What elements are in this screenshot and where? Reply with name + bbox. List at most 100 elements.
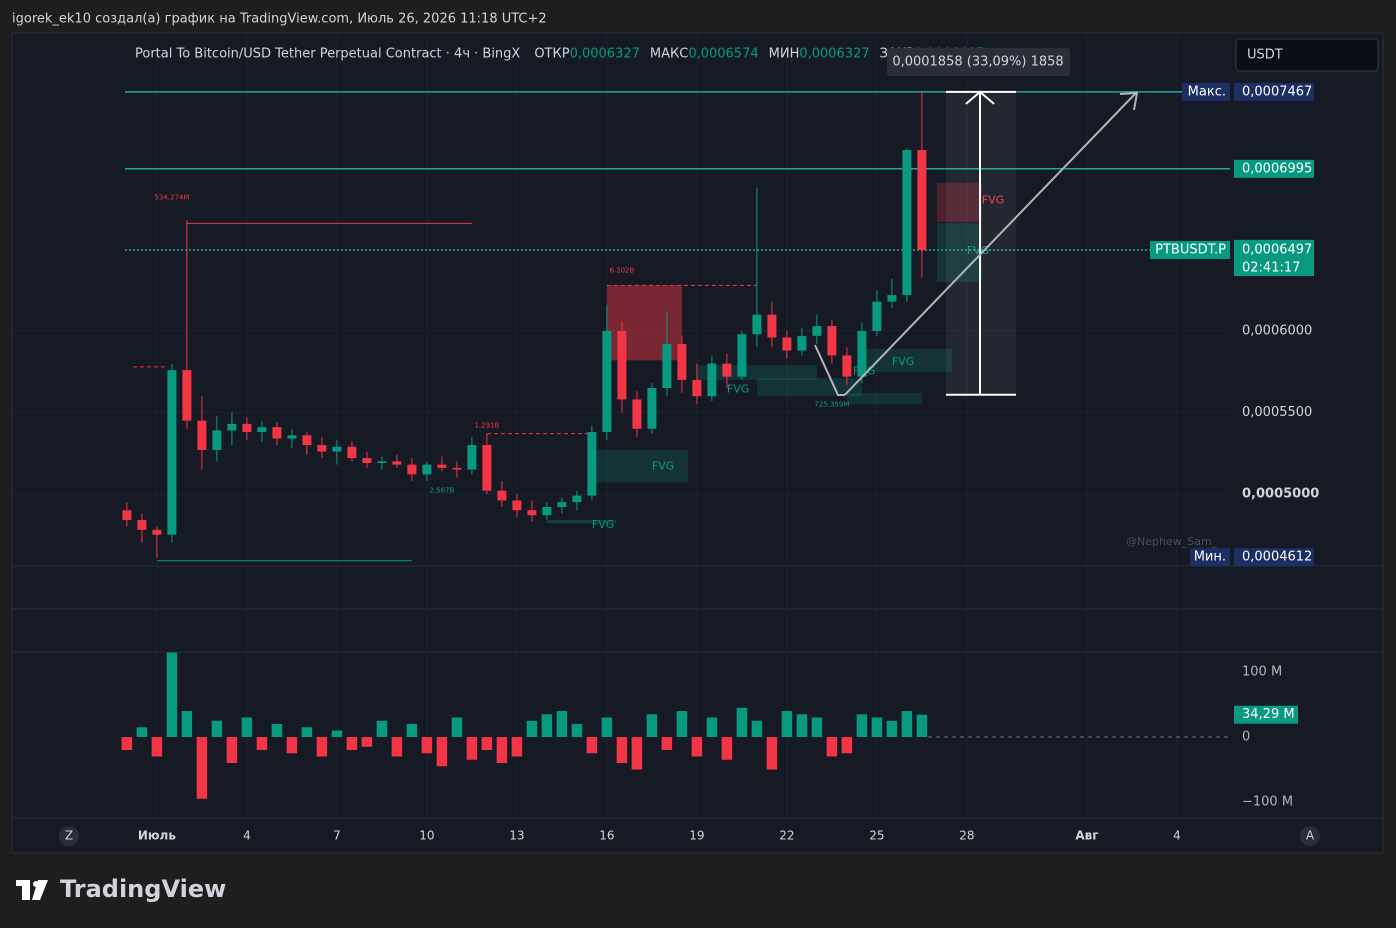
- volume-bar: [556, 711, 568, 738]
- volume-bar: [841, 737, 853, 754]
- volume-bar: [466, 737, 478, 760]
- x-tick-label: 25: [869, 829, 884, 843]
- candle-body: [572, 495, 582, 503]
- candle-body: [782, 337, 792, 351]
- y-tick-label: 0,0005000: [1242, 486, 1319, 501]
- volume-bar: [676, 711, 688, 738]
- candle-body: [452, 467, 462, 470]
- candle-body: [737, 334, 747, 377]
- annotation: 534.274M: [154, 193, 189, 201]
- fvg-zone: [936, 223, 982, 283]
- price-label-box: [1234, 548, 1314, 567]
- volume-bar: [211, 720, 223, 738]
- volume-bar: [241, 717, 253, 738]
- volume-bar: [421, 737, 433, 754]
- candle-body: [467, 445, 477, 470]
- volume-bar: [616, 737, 628, 764]
- volume-bar: [631, 737, 643, 770]
- candle-body: [872, 301, 882, 331]
- button[interactable]: [1300, 826, 1320, 846]
- volume-bar: [166, 652, 178, 738]
- candle-body: [707, 363, 717, 397]
- volume-bar: [916, 714, 928, 738]
- volume-bar: [196, 737, 208, 799]
- candle-body: [287, 435, 297, 439]
- fvg-zone: [936, 182, 982, 222]
- candle-body: [647, 388, 657, 429]
- price-label-box: [1234, 82, 1314, 101]
- price-label: 0,0006995: [1242, 161, 1312, 176]
- volume-label: 34,29 M: [1242, 707, 1295, 722]
- candle-body: [887, 295, 897, 302]
- candle-body: [137, 520, 147, 530]
- candle-body: [152, 529, 162, 535]
- volume-bar: [871, 717, 883, 738]
- currency[interactable]: USDT: [1247, 48, 1283, 63]
- candle-body: [407, 464, 417, 475]
- candle-body: [392, 461, 402, 465]
- price-label: 0,0004612: [1242, 550, 1312, 565]
- volume-bar: [511, 737, 523, 757]
- volume-tick-label: −100 M: [1242, 795, 1293, 810]
- candle-body: [362, 458, 372, 463]
- price-tag: Мин.: [1194, 550, 1226, 565]
- x-tick-label: Авг: [1075, 829, 1098, 843]
- ohlc-label: ОТКР: [534, 47, 569, 62]
- volume-bar: [316, 737, 328, 757]
- volume-bar: [901, 711, 913, 738]
- price-tag-box: [1182, 82, 1230, 101]
- trend-arrow: [1119, 91, 1139, 111]
- volume-bar: [781, 711, 793, 738]
- button-label[interactable]: Z: [65, 829, 73, 843]
- candle-body: [437, 464, 447, 468]
- button-label[interactable]: A: [1306, 829, 1315, 843]
- candle-body: [842, 355, 852, 377]
- volume-bar: [136, 727, 148, 738]
- candle-body: [167, 370, 177, 535]
- x-tick-label: 7: [333, 829, 341, 843]
- candle-body: [422, 464, 432, 475]
- annotation: 2.567B: [429, 487, 454, 495]
- volume-bar: [256, 737, 268, 751]
- chart-title: Portal To Bitcoin/USD Tether Perpetual C…: [135, 47, 520, 62]
- countdown: 02:41:17: [1242, 260, 1300, 275]
- candle-body: [347, 446, 357, 459]
- candle-body: [497, 490, 507, 501]
- fvg-zone: [591, 449, 688, 483]
- annotation: 6.202B: [609, 267, 634, 275]
- candle-body: [122, 510, 132, 521]
- y-tick-label: 0,0006000: [1242, 323, 1312, 338]
- volume-bar: [571, 724, 583, 738]
- candle-body: [512, 500, 522, 511]
- candle-body: [692, 379, 702, 397]
- candle-body: [482, 445, 492, 491]
- volume-bar: [856, 714, 868, 738]
- candle-body: [812, 326, 822, 336]
- fvg-zone: [846, 392, 922, 405]
- candle-body: [902, 150, 912, 296]
- ohlc-value: 0,0006327: [570, 47, 640, 62]
- fvg-label: FVG: [592, 518, 614, 531]
- x-tick-label: 4: [1173, 829, 1181, 843]
- volume-bar: [661, 737, 673, 751]
- candle-body: [212, 430, 222, 450]
- button[interactable]: [59, 826, 79, 846]
- ohlc-label: МИН: [769, 47, 800, 62]
- logo: [16, 880, 48, 900]
- volume-bar: [361, 737, 373, 747]
- candle-body: [632, 399, 642, 429]
- volume-bar: [451, 717, 463, 738]
- candle-body: [857, 330, 867, 377]
- candle-body: [272, 427, 282, 439]
- currency-select[interactable]: [1235, 38, 1379, 72]
- candle-body: [227, 423, 237, 431]
- volume-bar: [646, 714, 658, 738]
- price-label-box: [1234, 159, 1314, 178]
- volume-bar: [331, 730, 343, 738]
- candle-body: [317, 445, 327, 452]
- volume-label-box: [1234, 705, 1298, 724]
- volume-bar: [541, 714, 553, 738]
- volume-bar: [406, 724, 418, 738]
- fvg-label: FVG: [727, 383, 749, 396]
- candle-body: [242, 423, 252, 433]
